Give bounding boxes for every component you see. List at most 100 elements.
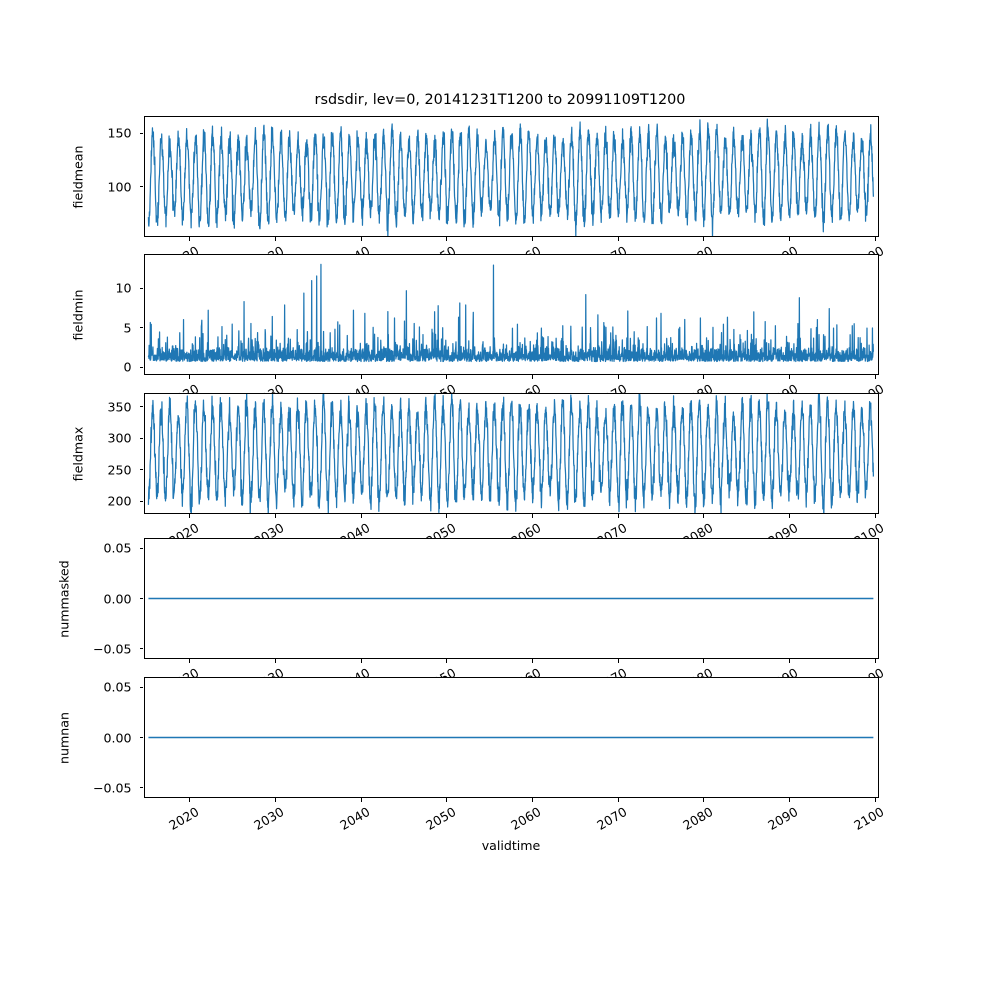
x-tick-mark-fieldmax-7 [788, 514, 790, 518]
x-tick-mark-fieldmax-1 [274, 514, 276, 518]
x-tick-mark-fieldmin-3 [446, 375, 448, 379]
subplot-numnan [143, 677, 879, 798]
y-tick-label-numnan-1: 0.00 [103, 730, 132, 745]
y-tick-label-fieldmax-2: 300 [107, 430, 132, 446]
x-tick-label-numnan-3: 2050 [422, 804, 459, 834]
plot-area-nummasked [145, 539, 878, 658]
y-tick-mark-fieldmin-2 [139, 287, 144, 289]
x-tick-label-numnan-8: 2100 [851, 804, 887, 834]
x-tick-label-numnan-0: 2020 [165, 804, 202, 834]
x-axis-label: validtime [481, 838, 541, 853]
x-tick-label-numnan-1: 2030 [251, 804, 287, 834]
x-tick-mark-fieldmax-6 [703, 514, 705, 518]
x-tick-mark-nummasked-0 [189, 659, 191, 663]
y-tick-label-fieldmax-0: 200 [107, 493, 132, 509]
x-tick-mark-numnan-3 [446, 798, 448, 802]
y-tick-mark-nummasked-2 [139, 547, 144, 549]
x-tick-mark-fieldmin-6 [703, 375, 705, 379]
x-tick-mark-fieldmean-8 [874, 237, 876, 241]
y-axis-label-fieldmax: fieldmax [70, 426, 86, 481]
y-tick-mark-fieldmax-3 [139, 406, 144, 408]
x-tick-mark-fieldmin-5 [617, 375, 619, 379]
y-tick-label-nummasked-1: 0.00 [103, 591, 132, 606]
x-tick-mark-fieldmin-2 [360, 375, 362, 379]
x-tick-mark-numnan-0 [189, 798, 191, 802]
plot-area-fieldmax [145, 394, 878, 513]
x-tick-mark-fieldmax-5 [617, 514, 619, 518]
x-tick-mark-fieldmin-7 [788, 375, 790, 379]
x-tick-mark-fieldmean-6 [703, 237, 705, 241]
x-tick-mark-numnan-8 [874, 798, 876, 802]
x-tick-mark-fieldmean-7 [788, 237, 790, 241]
x-tick-mark-fieldmax-2 [360, 514, 362, 518]
x-tick-mark-fieldmax-3 [446, 514, 448, 518]
data-line-fieldmax [147, 394, 874, 513]
x-tick-mark-numnan-4 [531, 798, 533, 802]
y-tick-label-fieldmax-3: 350 [107, 399, 132, 415]
x-tick-mark-fieldmin-0 [189, 375, 191, 379]
y-tick-label-nummasked-0: −0.05 [92, 641, 132, 657]
x-tick-mark-nummasked-6 [703, 659, 705, 663]
x-tick-mark-numnan-2 [360, 798, 362, 802]
y-axis-label-fieldmean: fieldmean [70, 145, 86, 208]
x-tick-mark-fieldmax-4 [531, 514, 533, 518]
y-tick-label-nummasked-2: 0.05 [103, 540, 132, 556]
plot-area-fieldmin [145, 255, 878, 374]
x-tick-mark-fieldmean-5 [617, 237, 619, 241]
x-tick-label-numnan-6: 2080 [679, 804, 716, 834]
y-tick-label-fieldmin-2: 10 [115, 280, 132, 296]
y-axis-label-nummasked: nummasked [56, 559, 72, 638]
y-tick-label-fieldmax-1: 250 [107, 462, 132, 478]
y-axis-label-numnan: numnan [56, 711, 72, 764]
y-tick-mark-nummasked-1 [139, 598, 144, 600]
y-tick-mark-fieldmax-0 [139, 500, 144, 502]
y-tick-mark-numnan-2 [139, 686, 144, 688]
x-tick-mark-nummasked-7 [788, 659, 790, 663]
subplot-nummasked [143, 538, 879, 659]
y-tick-label-fieldmean-0: 100 [107, 179, 132, 195]
y-axis-label-fieldmin: fieldmin [70, 289, 86, 340]
x-tick-label-numnan-7: 2090 [765, 804, 801, 834]
y-tick-label-numnan-0: −0.05 [92, 780, 132, 796]
x-tick-mark-fieldmean-4 [531, 237, 533, 241]
data-line-fieldmean [147, 118, 874, 236]
x-tick-label-numnan-2: 2040 [337, 804, 373, 834]
plot-area-numnan [145, 678, 878, 797]
x-tick-mark-numnan-7 [788, 798, 790, 802]
x-tick-mark-fieldmax-8 [874, 514, 876, 518]
y-tick-mark-numnan-0 [139, 787, 144, 789]
y-tick-mark-fieldmin-1 [139, 327, 144, 329]
x-tick-mark-numnan-6 [703, 798, 705, 802]
y-tick-mark-fieldmean-0 [139, 186, 144, 188]
y-tick-mark-nummasked-0 [139, 648, 144, 650]
y-tick-mark-fieldmin-0 [139, 366, 144, 368]
y-tick-mark-fieldmax-2 [139, 437, 144, 439]
x-tick-mark-fieldmean-2 [360, 237, 362, 241]
y-tick-mark-fieldmean-1 [139, 132, 144, 134]
x-tick-mark-fieldmax-0 [189, 514, 191, 518]
x-tick-mark-numnan-5 [617, 798, 619, 802]
y-tick-label-fieldmin-1: 5 [123, 320, 132, 336]
x-tick-mark-fieldmin-8 [874, 375, 876, 379]
subplot-fieldmax [143, 393, 879, 514]
subplot-fieldmin [143, 254, 879, 375]
data-line-fieldmin [147, 263, 874, 363]
x-tick-mark-nummasked-5 [617, 659, 619, 663]
x-tick-label-numnan-5: 2070 [594, 804, 630, 834]
x-tick-mark-numnan-1 [274, 798, 276, 802]
y-tick-label-fieldmin-0: 0 [123, 359, 132, 375]
x-tick-mark-fieldmin-1 [274, 375, 276, 379]
x-tick-mark-fieldmean-1 [274, 237, 276, 241]
x-tick-mark-fieldmin-4 [531, 375, 533, 379]
x-tick-label-numnan-4: 2060 [508, 804, 544, 834]
x-tick-mark-nummasked-4 [531, 659, 533, 663]
y-tick-label-numnan-2: 0.05 [103, 679, 132, 695]
y-tick-mark-fieldmax-1 [139, 469, 144, 471]
y-tick-label-fieldmean-1: 150 [107, 125, 132, 141]
x-tick-mark-nummasked-3 [446, 659, 448, 663]
x-tick-mark-nummasked-2 [360, 659, 362, 663]
x-tick-mark-fieldmean-0 [189, 237, 191, 241]
figure-title: rsdsdir, lev=0, 20141231T1200 to 2099110… [314, 92, 686, 108]
plot-area-fieldmean [145, 117, 878, 236]
